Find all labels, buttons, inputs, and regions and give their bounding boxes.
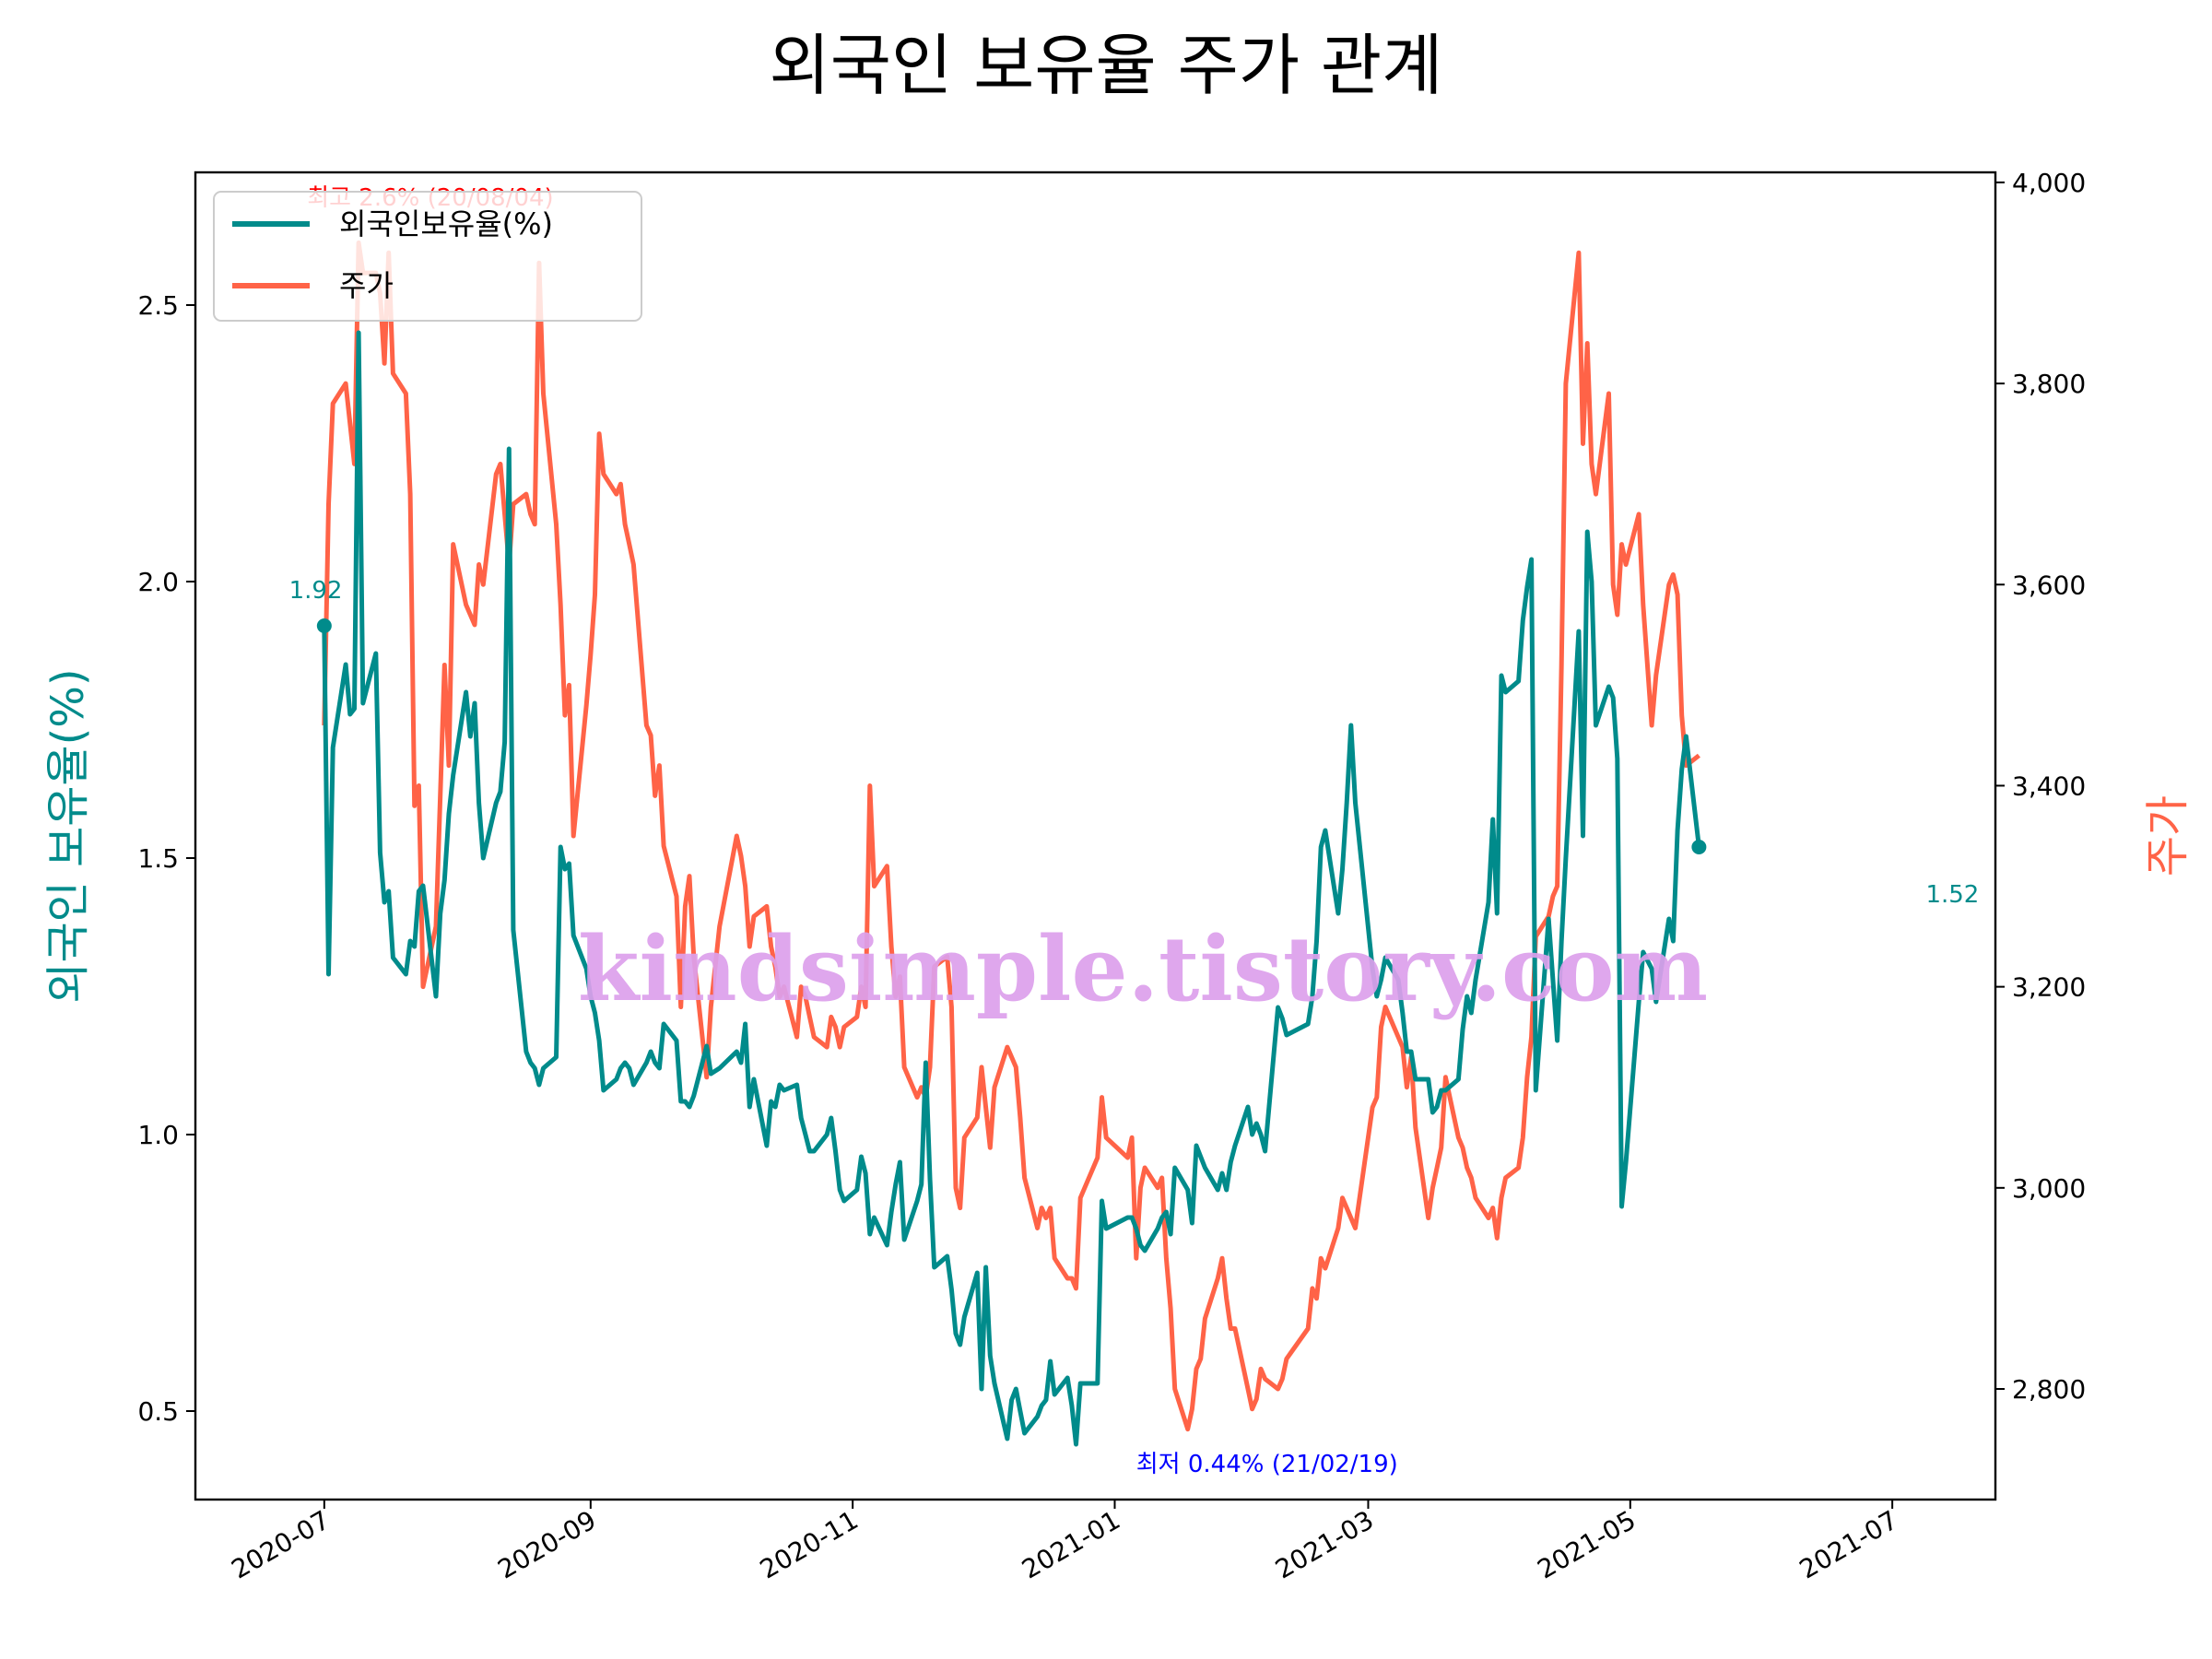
x-axis-ticks: 2020-07 2020-09 2020-11 2021-01 2021-03 2021-… [227, 1500, 1903, 1585]
legend-box [213, 191, 642, 322]
left-axis-title: 외국인 보유율(%) [42, 668, 94, 1003]
min-annotation: 최저 0.44% (21/02/19) [1136, 1451, 1398, 1478]
left-tick-label: 2.0 [137, 567, 179, 597]
legend-label-price: 주가 [339, 268, 394, 303]
right-tick-label: 3,200 [2012, 972, 2086, 1003]
x-tick-label: 2021-03 [1270, 1504, 1379, 1584]
left-tick-label: 2.5 [137, 290, 179, 321]
right-tick-label: 2,800 [2012, 1374, 2086, 1405]
x-tick-label: 2021-07 [1794, 1504, 1903, 1584]
start-point-marker [316, 618, 332, 633]
left-tick-label: 1.0 [137, 1120, 179, 1150]
right-tick-label: 3,400 [2012, 771, 2086, 801]
right-axis-title: 주가 [2142, 795, 2194, 877]
x-tick-label: 2020-07 [227, 1504, 335, 1584]
chart-title: 외국인 보유율 주가 관계 [769, 27, 1442, 104]
x-tick-label: 2021-05 [1532, 1504, 1641, 1584]
end-point-marker [1691, 840, 1707, 854]
plot-frame [194, 171, 1997, 1501]
plot-background [195, 172, 1995, 1500]
right-tick-label: 4,000 [2012, 168, 2086, 198]
left-tick-label: 0.5 [137, 1396, 179, 1427]
right-tick-label: 3,000 [2012, 1173, 2086, 1204]
x-tick-label: 2021-01 [1017, 1504, 1125, 1584]
series-line-price [322, 240, 1700, 1432]
series-line-foreign [322, 330, 1701, 1447]
right-axis-ticks: 2,800 3,000 3,200 3,400 3,600 3,800 4,000 [1995, 168, 2086, 1405]
left-tick-label: 1.5 [137, 843, 179, 874]
right-tick-label: 3,600 [2012, 570, 2086, 600]
legend-label-foreign: 외국인보유율(%) [339, 206, 553, 241]
marker-layer [316, 618, 1707, 854]
x-tick-label: 2020-11 [755, 1504, 864, 1584]
right-tick-label: 3,800 [2012, 369, 2086, 399]
legend: 외국인보유율(%) 주가 [213, 191, 642, 322]
start-value-annotation: 1.92 [289, 577, 343, 605]
watermark-text: kindsimple.tistory.com [578, 917, 1708, 1021]
series-layer [322, 240, 1701, 1447]
x-tick-label: 2020-09 [492, 1504, 601, 1584]
left-axis-ticks: 0.5 1.0 1.5 2.0 2.5 [137, 290, 195, 1427]
end-value-annotation: 1.52 [1925, 881, 1979, 909]
